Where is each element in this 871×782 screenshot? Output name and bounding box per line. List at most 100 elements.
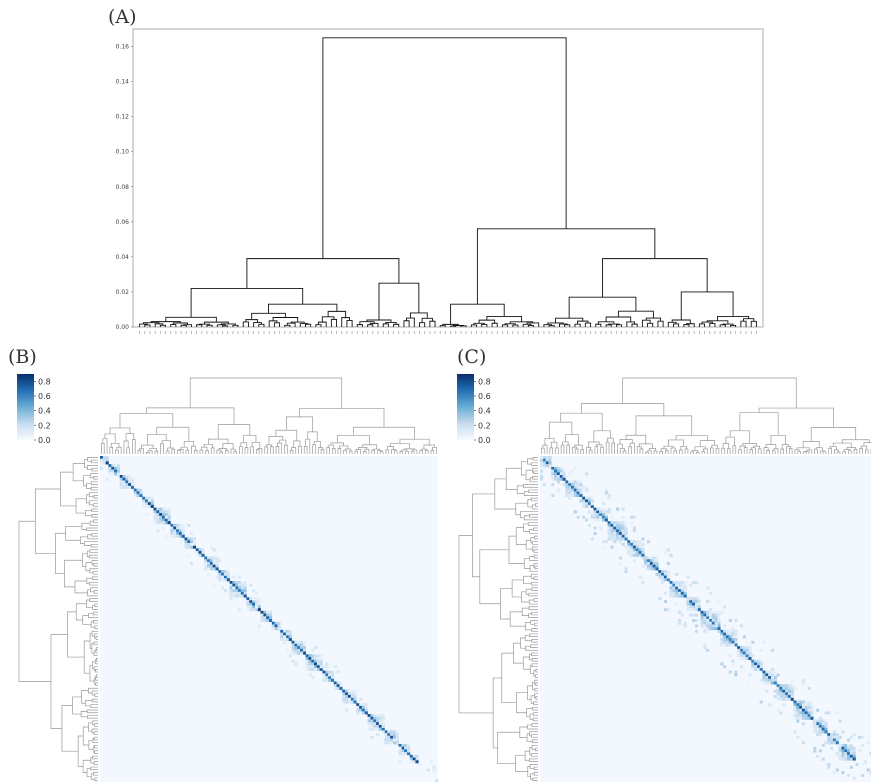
heatmap-cell bbox=[720, 638, 724, 642]
heatmap-panel-b: 0.00.20.40.60.8 bbox=[17, 374, 439, 782]
heatmap-cell bbox=[361, 705, 366, 709]
heatmap-cell bbox=[336, 686, 340, 690]
dendrogram-link bbox=[646, 450, 652, 454]
dendrogram-link bbox=[529, 731, 538, 737]
heatmap-cell bbox=[703, 619, 707, 623]
dendrogram-link bbox=[421, 317, 433, 323]
heatmap-cell bbox=[632, 545, 637, 549]
heatmap-cell bbox=[582, 496, 586, 500]
heatmap-cell bbox=[585, 472, 589, 476]
heatmap-cell bbox=[540, 464, 544, 468]
heatmap-cell bbox=[618, 556, 622, 560]
heatmap-cell bbox=[204, 567, 208, 571]
dendrogram-link bbox=[353, 426, 415, 440]
heatmap-cell bbox=[562, 469, 566, 473]
dendrogram-link bbox=[432, 447, 437, 454]
heatmap-cell bbox=[590, 499, 594, 503]
heatmap-cell bbox=[209, 545, 213, 549]
dendrogram-link bbox=[521, 591, 530, 603]
dendrogram-link bbox=[110, 442, 120, 448]
heatmap-cell bbox=[229, 586, 233, 590]
heatmap-cell bbox=[128, 480, 132, 484]
heatmap-cell bbox=[128, 477, 132, 481]
heatmap-cell bbox=[807, 700, 811, 704]
heatmap-cell bbox=[170, 529, 174, 533]
heatmap-cell bbox=[644, 567, 648, 571]
heatmap-cell bbox=[703, 613, 707, 617]
dendrogram-link bbox=[64, 559, 83, 588]
dendrogram-link bbox=[533, 712, 538, 716]
heatmap-cell bbox=[762, 673, 766, 677]
heatmap-cell bbox=[435, 779, 439, 782]
heatmap-cell bbox=[604, 491, 608, 495]
heatmap-cell bbox=[765, 670, 769, 674]
heatmap-cell bbox=[269, 613, 273, 617]
dendrogram-link bbox=[86, 482, 92, 489]
heatmap-cell bbox=[579, 480, 583, 484]
dendrogram-link bbox=[93, 761, 98, 765]
heatmap-cell bbox=[647, 559, 651, 563]
heatmap-cell bbox=[204, 559, 208, 563]
heatmap-cell bbox=[285, 632, 290, 636]
heatmap-cell bbox=[717, 627, 721, 631]
heatmap-cell bbox=[263, 610, 267, 614]
heatmap-cell bbox=[624, 521, 628, 525]
heatmap-cell bbox=[105, 477, 109, 481]
dendrogram-link bbox=[93, 562, 98, 567]
heatmap-cell bbox=[737, 646, 741, 650]
heatmap-cell bbox=[678, 586, 682, 590]
heatmap-cell bbox=[861, 762, 865, 766]
heatmap-cell bbox=[816, 730, 820, 734]
heatmap-cell bbox=[147, 504, 151, 508]
dendrogram-link bbox=[258, 323, 265, 327]
heatmap-cell bbox=[568, 485, 572, 489]
heatmap-cell bbox=[319, 665, 323, 669]
dendrogram-link bbox=[87, 715, 98, 719]
heatmap-cell bbox=[818, 749, 822, 753]
heatmap-cell bbox=[249, 608, 253, 612]
heatmap-cell bbox=[773, 695, 777, 699]
heatmap-cell bbox=[314, 654, 318, 658]
heatmap-cell bbox=[147, 502, 151, 506]
heatmap-cell bbox=[720, 629, 724, 633]
heatmap-cell bbox=[390, 730, 394, 734]
dendrogram-link bbox=[531, 611, 538, 616]
heatmap-cell bbox=[336, 681, 340, 685]
dendrogram-link bbox=[631, 323, 638, 327]
dendrogram-link bbox=[529, 633, 538, 638]
heatmap-cell bbox=[785, 697, 789, 701]
dendrogram-link bbox=[725, 436, 735, 446]
heatmap-cell bbox=[813, 730, 817, 734]
heatmap-cell bbox=[807, 708, 811, 712]
dendrogram-link bbox=[93, 620, 98, 624]
heatmap-cell bbox=[378, 722, 382, 726]
heatmap-cell bbox=[728, 643, 732, 647]
dendrogram-link bbox=[371, 449, 375, 454]
heatmap-cell bbox=[827, 762, 831, 766]
heatmap-cell bbox=[590, 515, 594, 519]
heatmap-cell bbox=[644, 559, 648, 563]
heatmap-cell bbox=[356, 705, 360, 709]
heatmap-cell bbox=[353, 695, 357, 699]
heatmap-cell bbox=[849, 757, 853, 761]
dendrogram-link bbox=[534, 565, 538, 570]
heatmap-cell bbox=[776, 686, 780, 690]
heatmap-cell bbox=[661, 570, 665, 574]
heatmap-cell bbox=[215, 559, 219, 563]
dendrogram-link bbox=[279, 439, 287, 446]
dendrogram-link bbox=[139, 323, 148, 327]
heatmap-cell bbox=[232, 583, 236, 587]
dendrogram-link bbox=[18, 520, 51, 682]
heatmap-cell bbox=[254, 605, 259, 609]
heatmap-cell bbox=[790, 697, 794, 701]
heatmap-cell bbox=[232, 586, 236, 590]
dendrogram-link bbox=[668, 439, 684, 447]
heatmap-cell bbox=[801, 711, 806, 715]
dendrogram-link bbox=[562, 441, 569, 446]
heatmap-cell bbox=[139, 491, 143, 495]
heatmap-cell bbox=[559, 469, 563, 473]
heatmap-cell bbox=[384, 741, 388, 745]
dendrogram-link bbox=[535, 674, 538, 678]
heatmap-cell bbox=[565, 485, 569, 489]
dendrogram-link bbox=[750, 320, 757, 327]
